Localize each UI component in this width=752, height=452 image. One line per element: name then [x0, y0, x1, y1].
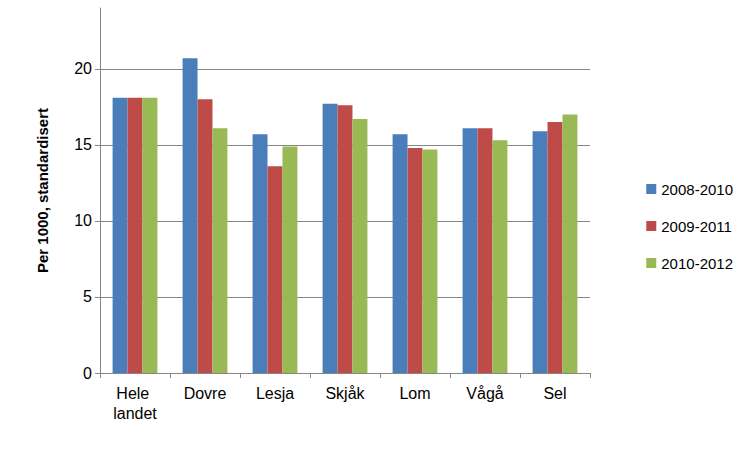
svg-text:Lesja: Lesja	[256, 385, 294, 402]
svg-text:5: 5	[83, 288, 92, 305]
svg-text:Skjåk: Skjåk	[325, 385, 365, 402]
svg-text:landet: landet	[113, 405, 157, 422]
svg-text:20: 20	[74, 60, 92, 77]
svg-text:Sel: Sel	[543, 385, 566, 402]
svg-text:0: 0	[83, 365, 92, 382]
svg-text:15: 15	[74, 136, 92, 153]
svg-text:Dovre: Dovre	[184, 385, 227, 402]
svg-text:10: 10	[74, 212, 92, 229]
svg-text:Hele: Hele	[116, 385, 153, 402]
svg-text:2009-2011: 2009-2011	[661, 218, 732, 235]
svg-text:2010-2012: 2010-2012	[661, 255, 733, 272]
svg-text:Per 1000, standardisert: Per 1000, standardisert	[34, 108, 51, 273]
svg-text:Vågå: Vågå	[466, 385, 503, 402]
svg-text:2008-2010: 2008-2010	[661, 181, 733, 198]
svg-text:Lom: Lom	[399, 385, 430, 402]
